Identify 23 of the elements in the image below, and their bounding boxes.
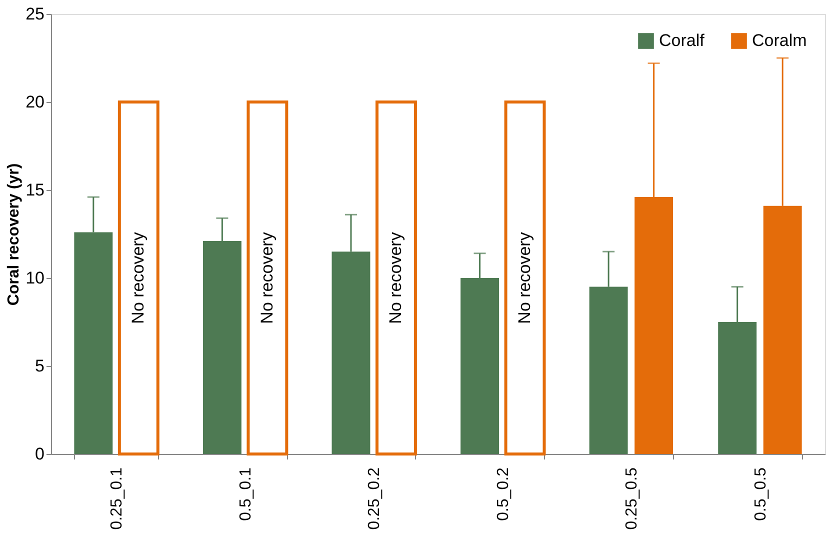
annotation: No recovery bbox=[515, 232, 534, 324]
annotation: No recovery bbox=[386, 232, 406, 324]
y-tick-label: 0 bbox=[35, 444, 44, 464]
x-tick-label: 0.5_0.1 bbox=[237, 467, 254, 521]
y-tick-label: 5 bbox=[35, 356, 44, 376]
x-tick-label: 0.25_0.5 bbox=[624, 467, 641, 530]
bar bbox=[376, 100, 417, 456]
x-tick-label: 0.25_0.1 bbox=[108, 467, 126, 530]
y-tick-label: 15 bbox=[26, 180, 44, 200]
y-tick-label: 25 bbox=[26, 4, 44, 24]
bar bbox=[504, 100, 546, 456]
legend-label: Coralm bbox=[752, 31, 807, 50]
y-axis-title: Coral recovery (yr) bbox=[6, 163, 23, 306]
annotation: No recovery bbox=[128, 232, 148, 324]
y-tick-label: 20 bbox=[26, 92, 44, 112]
bar bbox=[246, 100, 288, 456]
legend-label: Coralf bbox=[659, 31, 705, 50]
y-tick-label: 10 bbox=[26, 268, 44, 288]
x-tick-label: 0.25_0.2 bbox=[366, 467, 384, 530]
x-tick-label: 0.5_0.5 bbox=[752, 467, 770, 521]
annotation: No recovery bbox=[257, 232, 276, 324]
x-tick-label: 0.5_0.2 bbox=[494, 467, 512, 521]
bar bbox=[118, 100, 160, 456]
